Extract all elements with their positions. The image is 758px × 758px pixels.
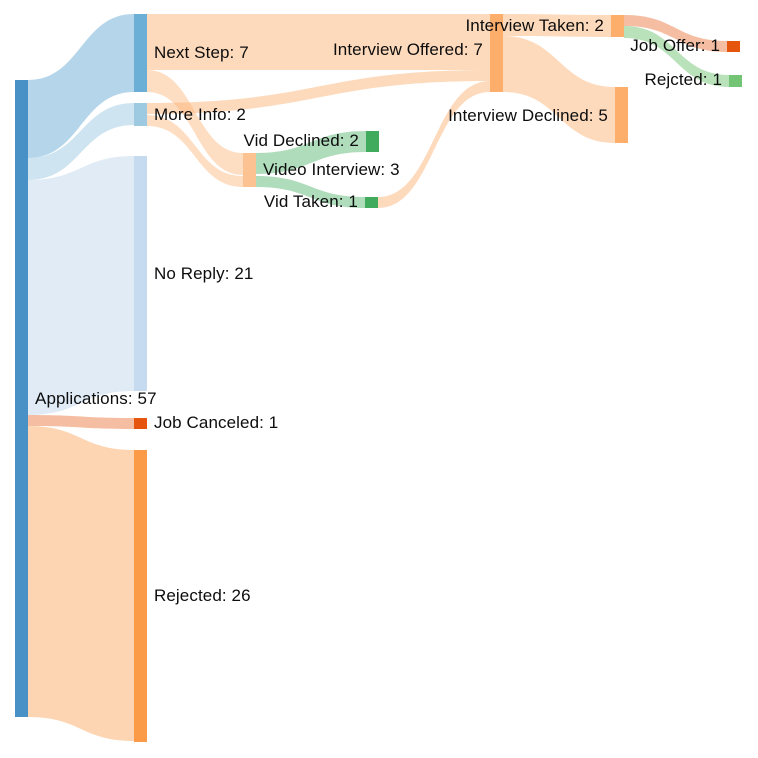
node-label-interview-offered: Interview Offered: 7 — [332, 40, 483, 59]
flow-applications-to-rejected[interactable] — [28, 426, 134, 741]
flow-interview-taken-to-job-offer[interactable] — [624, 15, 727, 52]
sankey-node-applications[interactable] — [15, 80, 28, 717]
sankey-node-job-offer[interactable] — [727, 41, 740, 52]
flow-more-info-to-video-interview[interactable] — [147, 115, 243, 187]
flow-next-step-to-video-interview[interactable] — [147, 70, 243, 175]
flow-vid-taken-to-interview-offered[interactable] — [378, 81, 490, 208]
node-label-applications: Applications: 57 — [35, 389, 157, 408]
sankey-node-next-step[interactable] — [134, 14, 147, 92]
node-label-rejected: Rejected: 26 — [154, 586, 251, 605]
sankey-node-no-reply[interactable] — [134, 156, 147, 391]
node-label-video-interview: Video Interview: 3 — [263, 160, 400, 179]
node-label-rejcted: Rejcted: 1 — [644, 70, 722, 89]
sankey-node-interview-offered[interactable] — [490, 14, 503, 92]
flow-applications-to-next-step[interactable] — [28, 14, 134, 158]
node-label-job-canceled: Job Canceled: 1 — [154, 413, 279, 432]
sankey-node-vid-declined[interactable] — [366, 131, 379, 152]
sankey-nodes — [15, 14, 742, 742]
node-label-interview-declined: Interview Declined: 5 — [448, 106, 608, 125]
sankey-links — [28, 14, 729, 741]
sankey-node-rejcted[interactable] — [729, 75, 742, 87]
node-label-interview-taken: Interview Taken: 2 — [465, 16, 604, 35]
node-label-next-step: Next Step: 7 — [154, 43, 249, 62]
flow-next-step-to-interview-offered[interactable] — [147, 14, 490, 70]
flow-interview-offered-to-interview-declined[interactable] — [503, 36, 615, 143]
flow-video-interview-to-vid-taken[interactable] — [256, 176, 365, 208]
sankey-node-rejected[interactable] — [134, 450, 147, 742]
node-label-more-info: More Info: 2 — [154, 105, 246, 124]
sankey-node-more-info[interactable] — [134, 103, 147, 126]
flow-interview-taken-to-rejcted[interactable] — [624, 26, 729, 87]
node-label-no-reply: No Reply: 21 — [154, 264, 254, 283]
node-label-vid-taken: Vid Taken: 1 — [263, 192, 358, 211]
flow-applications-to-job-canceled[interactable] — [28, 415, 134, 429]
flow-interview-offered-to-interview-taken[interactable] — [503, 14, 611, 37]
flow-video-interview-to-vid-declined[interactable] — [256, 131, 366, 174]
sankey-node-interview-taken[interactable] — [611, 15, 624, 37]
flow-more-info-to-interview-offered[interactable] — [147, 70, 490, 114]
node-label-vid-declined: Vid Declined: 2 — [243, 131, 359, 150]
sankey-node-interview-declined[interactable] — [615, 87, 628, 143]
sankey-node-video-interview[interactable] — [243, 153, 256, 187]
node-label-job-offer: Job Offer: 1 — [630, 36, 720, 55]
sankey-node-job-canceled[interactable] — [134, 418, 147, 429]
flow-applications-to-more-info[interactable] — [28, 103, 134, 180]
flow-applications-to-no-reply[interactable] — [28, 156, 134, 415]
sankey-node-vid-taken[interactable] — [365, 197, 378, 208]
